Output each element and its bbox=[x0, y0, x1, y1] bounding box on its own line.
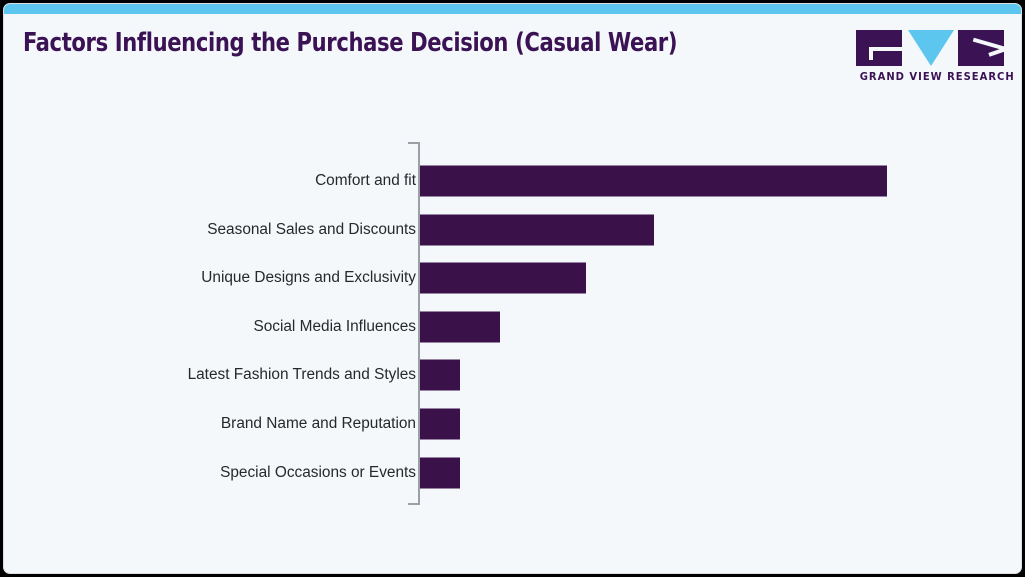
bar bbox=[420, 214, 654, 246]
bar bbox=[420, 457, 460, 489]
bar bbox=[420, 165, 887, 197]
bar-category-label: Seasonal Sales and Discounts bbox=[207, 220, 416, 238]
bar-row: Social Media Influences bbox=[4, 303, 1021, 351]
bar-row: Latest Fashion Trends and Styles bbox=[4, 351, 1021, 399]
chart-card: Factors Influencing the Purchase Decisio… bbox=[3, 3, 1022, 574]
logo-wordmark: GRAND VIEW RESEARCH bbox=[859, 71, 1015, 83]
bar-category-label: Social Media Influences bbox=[253, 317, 416, 335]
bar-row: Special Occasions or Events bbox=[4, 449, 1021, 497]
bar bbox=[420, 359, 460, 391]
axis-cap-bottom bbox=[408, 503, 420, 505]
bar-category-label: Brand Name and Reputation bbox=[220, 415, 416, 432]
category-axis-line bbox=[418, 142, 420, 505]
chart-header: Factors Influencing the Purchase Decisio… bbox=[4, 14, 1021, 88]
logo-letter-g-icon bbox=[856, 30, 902, 66]
bar-row: Unique Designs and Exclusivity bbox=[4, 254, 1021, 302]
bar-row: Seasonal Sales and Discounts bbox=[4, 206, 1021, 254]
grand-view-research-logo: GRAND VIEW RESEARCH bbox=[854, 30, 1015, 88]
logo-marks bbox=[854, 30, 1006, 66]
logo-letter-v-icon bbox=[908, 30, 954, 66]
bar-category-label: Unique Designs and Exclusivity bbox=[201, 269, 416, 287]
bar-category-label: Latest Fashion Trends and Styles bbox=[187, 366, 416, 384]
bar bbox=[420, 311, 500, 343]
axis-cap-top bbox=[408, 142, 420, 144]
bar-row: Comfort and fit bbox=[4, 157, 1021, 205]
accent-top-bar bbox=[4, 4, 1021, 14]
bar bbox=[420, 408, 460, 440]
page-title: Factors Influencing the Purchase Decisio… bbox=[23, 28, 678, 58]
bar bbox=[420, 262, 586, 294]
bar-category-label: Comfort and fit bbox=[315, 172, 416, 189]
bar-category-label: Special Occasions or Events bbox=[220, 463, 416, 481]
logo-letter-r-icon bbox=[958, 30, 1004, 66]
bar-chart-plot: Comfort and fit Seasonal Sales and Discou… bbox=[4, 4, 1021, 573]
bar-row: Brand Name and Reputation bbox=[4, 400, 1021, 448]
